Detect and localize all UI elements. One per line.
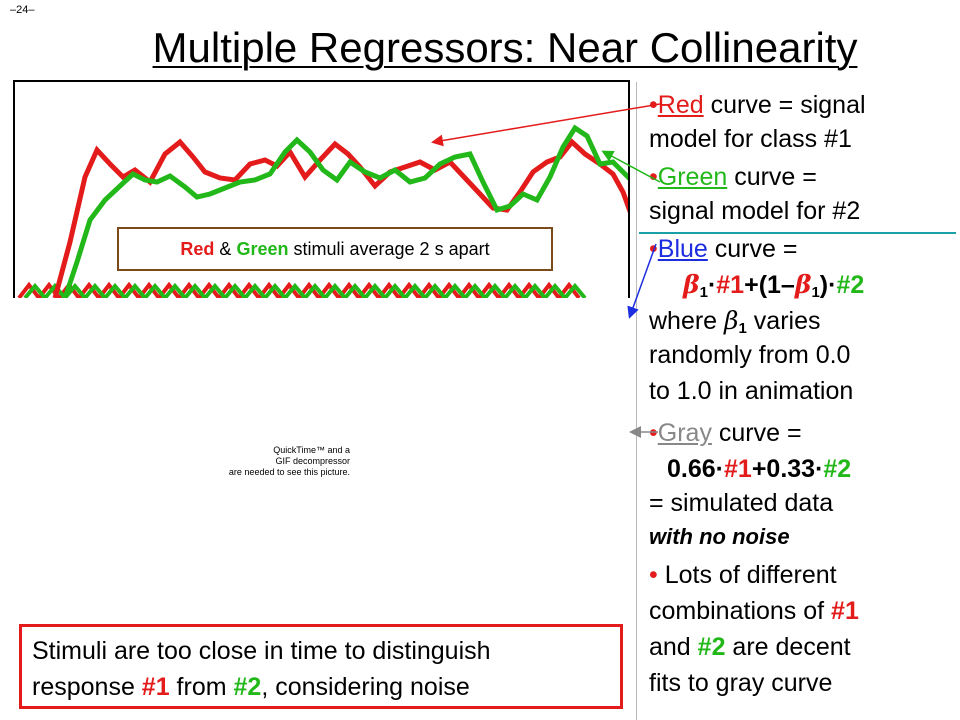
- panel-separator: [639, 232, 956, 234]
- red-curve: [52, 138, 628, 298]
- green-word: Green: [657, 163, 728, 191]
- note-class2: #2: [233, 673, 262, 701]
- lots-class2: #2: [697, 633, 726, 661]
- beta-subscript: 1: [811, 284, 820, 301]
- eq-class1: #1: [724, 455, 752, 483]
- blue-where: where β1 varies: [649, 304, 820, 346]
- gray-no-noise: with no noise: [649, 524, 790, 549]
- red-word: Red: [657, 91, 704, 119]
- green-curve: [62, 124, 628, 298]
- eq-class2: #2: [823, 455, 852, 483]
- bullet-icon: •: [649, 235, 658, 263]
- quicktime-placeholder: QuickTime™ and a GIF decompressor are ne…: [210, 445, 350, 477]
- blue-animation: to 1.0 in animation: [649, 377, 854, 405]
- blue-text: curve =: [707, 235, 798, 263]
- blue-equation: β1·#1+(1–β1)·#2: [683, 270, 865, 301]
- lots-text: are decent: [725, 633, 851, 661]
- beta-subscript: 1: [699, 284, 708, 301]
- lots-item: • Lots of different: [649, 558, 837, 592]
- beta-symbol: β: [794, 270, 812, 299]
- placeholder-line-3: are needed to see this picture.: [228, 467, 350, 477]
- lots-class1: #1: [831, 597, 859, 625]
- eq-text: 0.66: [667, 455, 716, 483]
- beta-subscript: 1: [738, 320, 747, 337]
- lots-line-3: and #2 are decent: [649, 630, 851, 664]
- note-text: response: [32, 673, 142, 701]
- varies-text: varies: [746, 307, 821, 335]
- placeholder-line-2: GIF decompressor: [275, 456, 350, 466]
- gray-item: •Gray curve =: [649, 416, 802, 450]
- note-class1: #1: [141, 673, 170, 701]
- green-item: •Green curve =: [649, 160, 817, 194]
- bullet-icon: •: [649, 91, 658, 119]
- explanation-panel: •Red curve = signal model for class #1 •…: [636, 82, 956, 720]
- gray-word: Gray: [657, 419, 712, 447]
- lots-text: combinations of: [649, 597, 832, 625]
- beta-symbol: β: [724, 306, 739, 335]
- beta-symbol: β: [683, 270, 700, 299]
- response-plot-svg: [17, 124, 628, 298]
- where-text: where: [649, 307, 725, 335]
- eq-class1: #1: [716, 271, 745, 299]
- response-plot: [13, 80, 630, 298]
- slide-title: Multiple Regressors: Near Collinearity: [152, 24, 858, 71]
- bottom-note-box: Stimuli are too close in time to disting…: [19, 624, 623, 709]
- lots-text: Lots of different: [657, 561, 837, 589]
- eq-class2: #2: [836, 271, 865, 299]
- green-text: curve =: [727, 163, 817, 191]
- bullet-icon: •: [649, 419, 658, 447]
- lots-line-2: combinations of #1: [649, 594, 859, 628]
- slide-number: –24–: [10, 4, 35, 16]
- blue-item: •Blue curve =: [649, 232, 797, 266]
- note-text: from: [169, 673, 234, 701]
- gray-equation: 0.66·#1+0.33·#2: [667, 455, 852, 483]
- gray-text: curve =: [711, 419, 802, 447]
- lots-text: and: [649, 633, 698, 661]
- gray-simulated: = simulated data: [649, 489, 834, 517]
- legend-green-word: Green: [236, 238, 289, 259]
- legend-amp: &: [219, 238, 232, 259]
- green-item-line-2: signal model for #2: [649, 197, 861, 225]
- red-item: •Red curve = signal: [649, 88, 866, 122]
- note-text: , considering noise: [261, 673, 470, 701]
- legend-red-word: Red: [180, 238, 215, 259]
- eq-text: +(1–: [744, 271, 795, 299]
- bottom-note-line-1: Stimuli are too close in time to disting…: [32, 637, 491, 665]
- blue-randomly: randomly from 0.0: [649, 341, 851, 369]
- green-stimulus-markers: [23, 282, 587, 298]
- bullet-icon: •: [649, 561, 658, 589]
- bullet-icon: •: [649, 163, 658, 191]
- lots-line-4: fits to gray curve: [649, 669, 833, 697]
- red-text: curve = signal: [703, 91, 866, 119]
- legend-rest: stimuli average 2 s apart: [293, 238, 490, 259]
- placeholder-line-1: QuickTime™ and a: [273, 445, 350, 455]
- eq-text: ): [819, 271, 829, 299]
- bottom-note-line-2: response #1 from #2, considering noise: [32, 669, 610, 705]
- red-item-line-2: model for class #1: [649, 125, 852, 153]
- blue-word: Blue: [657, 235, 708, 263]
- stimulus-legend-box: Red & Green stimuli average 2 s apart: [117, 227, 553, 271]
- eq-text: +0.33: [751, 455, 816, 483]
